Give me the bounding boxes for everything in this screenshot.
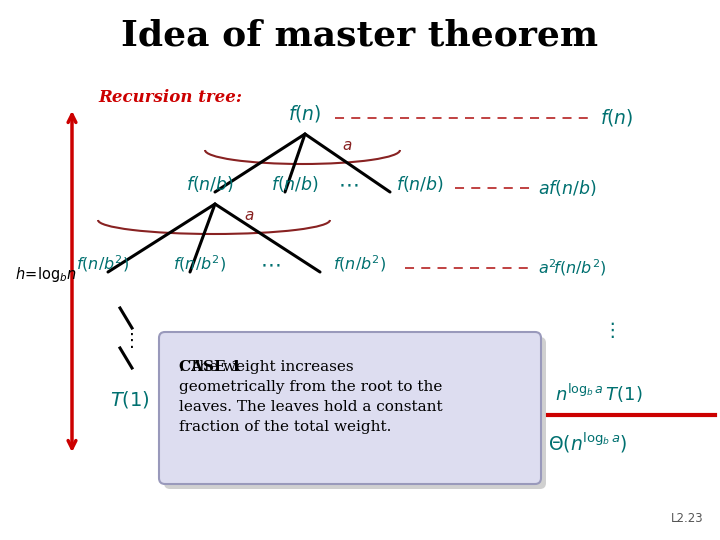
Text: $f(n/b)$: $f(n/b)$ (186, 174, 234, 194)
Text: $a$: $a$ (343, 139, 353, 153)
Text: $\cdots$: $\cdots$ (338, 174, 359, 194)
Text: : The weight increases
geometrically from the root to the
leaves. The leaves hol: : The weight increases geometrically fro… (179, 360, 443, 434)
Text: $f(n/b^2)$: $f(n/b^2)$ (174, 253, 227, 274)
Text: $a^2\!f(n/b^2)$: $a^2\!f(n/b^2)$ (538, 258, 607, 278)
Text: $f(n/b)$: $f(n/b)$ (396, 174, 444, 194)
Text: $T(1)$: $T(1)$ (110, 389, 150, 410)
Text: $\vdots$: $\vdots$ (602, 320, 614, 340)
Text: $\Theta(n^{\log_b a})$: $\Theta(n^{\log_b a})$ (548, 431, 628, 455)
Text: Idea of master theorem: Idea of master theorem (122, 18, 598, 52)
Text: $f(n)$: $f(n)$ (288, 103, 322, 124)
Text: $\vdots$: $\vdots$ (122, 330, 134, 349)
Text: $af(n/b)$: $af(n/b)$ (538, 178, 597, 198)
Text: $h\!=\!\log_b\!n$: $h\!=\!\log_b\!n$ (15, 266, 77, 285)
FancyBboxPatch shape (164, 337, 546, 489)
Text: Recursion tree:: Recursion tree: (98, 90, 242, 106)
Text: $f(n)$: $f(n)$ (600, 107, 634, 129)
Text: CASE 1: CASE 1 (179, 360, 241, 374)
Text: $n^{\log_b a}\,T(1)$: $n^{\log_b a}\,T(1)$ (555, 381, 643, 404)
Text: $a$: $a$ (244, 209, 254, 223)
Text: $f(n/b)$: $f(n/b)$ (271, 174, 319, 194)
Text: $\cdots$: $\cdots$ (260, 254, 280, 274)
FancyBboxPatch shape (159, 332, 541, 484)
Text: $f(n/b^2)$: $f(n/b^2)$ (333, 253, 387, 274)
Text: L2.23: L2.23 (670, 512, 703, 525)
Text: $f(n/b^2)$: $f(n/b^2)$ (76, 253, 130, 274)
